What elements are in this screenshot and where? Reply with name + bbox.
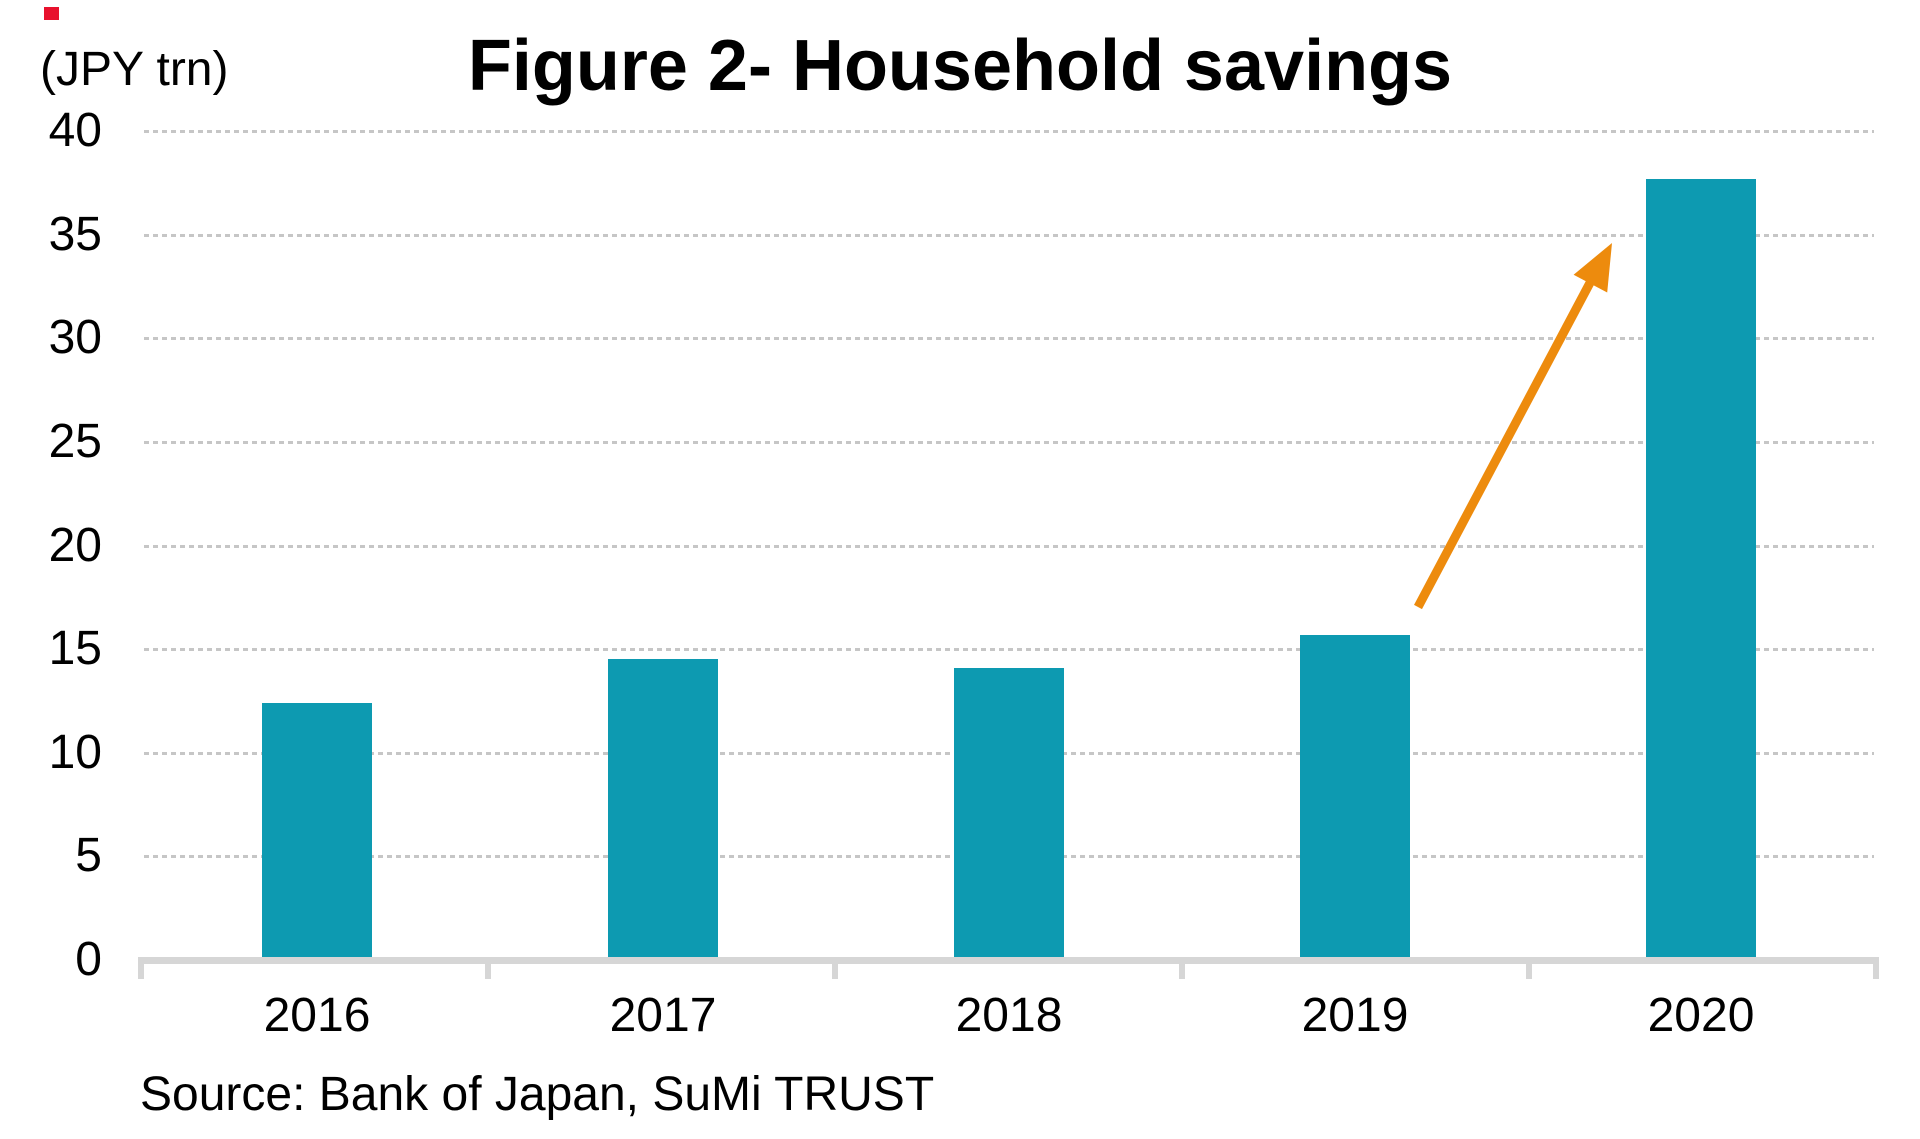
growth-arrow <box>1414 243 1612 610</box>
y-axis-tick-label: 30 <box>48 311 102 365</box>
bar-2020 <box>1646 179 1756 960</box>
x-axis-tick <box>1526 957 1532 979</box>
gridline-25 <box>144 440 1874 444</box>
growth-arrow-head <box>1573 243 1612 293</box>
x-axis-tick-label: 2020 <box>1647 989 1755 1042</box>
x-axis-tick <box>1179 957 1185 979</box>
chart-title: Figure 2- Household savings <box>467 26 1453 106</box>
y-axis-tick-label: 10 <box>48 725 102 779</box>
source-note: Source: Bank of Japan, SuMi TRUST <box>140 1068 935 1121</box>
x-axis-tick-label: 2019 <box>1301 989 1409 1042</box>
x-axis-tick <box>485 957 491 979</box>
gridline-15 <box>144 648 1874 652</box>
growth-arrow-shaft <box>1414 276 1596 610</box>
gridline-20 <box>144 544 1874 548</box>
bar-2018 <box>954 668 1064 960</box>
x-axis-tick-label: 2017 <box>609 989 717 1042</box>
bar-2016 <box>262 703 372 960</box>
y-axis-tick-label: 15 <box>48 622 102 676</box>
y-axis-tick-label: 40 <box>48 104 102 157</box>
y-axis-tick-label: 20 <box>48 518 102 572</box>
bar-2019 <box>1300 635 1410 960</box>
x-axis-tick <box>1873 957 1879 979</box>
x-axis-tick <box>832 957 838 979</box>
x-axis-tick-label: 2018 <box>955 989 1063 1042</box>
y-axis-tick-label: 25 <box>48 414 102 468</box>
gridline-35 <box>144 233 1874 237</box>
y-axis-unit-label: (JPY trn) <box>40 43 229 96</box>
bar-2017 <box>608 659 718 960</box>
gridline-40 <box>144 130 1874 133</box>
red-corner-marker <box>44 7 59 20</box>
y-axis-tick-label: 5 <box>75 829 102 883</box>
gridline-30 <box>144 337 1874 341</box>
x-axis-line <box>138 957 1879 964</box>
x-axis-tick-label: 2016 <box>263 989 371 1042</box>
x-axis-tick <box>138 957 144 979</box>
y-axis-tick-label: 0 <box>75 933 102 986</box>
y-axis-tick-label: 35 <box>48 207 102 261</box>
